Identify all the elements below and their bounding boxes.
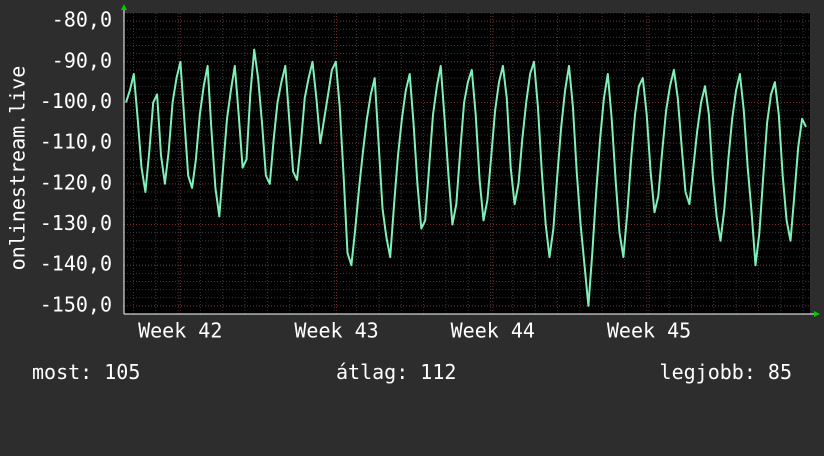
best-value: legjobb: 85 — [659, 360, 792, 384]
line-chart: -80,0 -90,0 -100,0 -110,0 -120,0 -130,0 -140,0… — [6, 4, 820, 343]
y-tick-label: -100,0 — [40, 89, 112, 113]
grid — [124, 12, 810, 315]
tick-labels: -80,0 -90,0 -100,0 -110,0 -120,0 -130,0 -140,0… — [40, 8, 691, 343]
x-tick-label: Week 43 — [294, 319, 378, 343]
x-axis-arrow — [814, 311, 820, 317]
x-tick-label: Week 42 — [138, 319, 222, 343]
y-tick-label: -90,0 — [52, 48, 112, 72]
series-layer — [125, 48, 807, 307]
stats-bar: most: 105 átlag: 112 legjobb: 85 — [0, 360, 824, 390]
axes — [121, 4, 820, 317]
y-axis-label: onlinestream.live — [6, 66, 30, 271]
y-tick-label: -80,0 — [52, 8, 112, 32]
y-axis-arrow — [121, 4, 127, 10]
plot-area — [124, 13, 810, 314]
y-tick-label: -130,0 — [40, 211, 112, 235]
y-tick-label: -120,0 — [40, 170, 112, 194]
x-tick-label: Week 45 — [607, 319, 691, 343]
y-tick-label: -150,0 — [40, 292, 112, 316]
y-tick-label: -110,0 — [40, 130, 112, 154]
current-value: most: 105 — [32, 360, 141, 384]
y-tick-label: -140,0 — [40, 252, 112, 276]
x-tick-label: Week 44 — [451, 319, 535, 343]
series-line — [125, 48, 807, 307]
average-value: átlag: 112 — [336, 360, 457, 384]
